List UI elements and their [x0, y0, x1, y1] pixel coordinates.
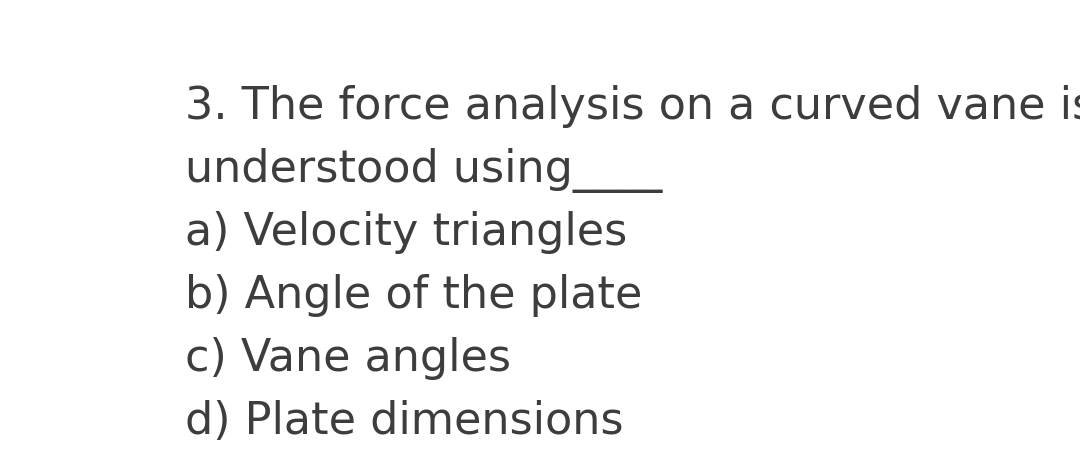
Text: 3. The force analysis on a curved vane is: 3. The force analysis on a curved vane i… [186, 85, 1080, 128]
Text: d) Plate dimensions: d) Plate dimensions [186, 400, 624, 443]
Text: c) Vane angles: c) Vane angles [186, 337, 511, 380]
Text: understood using____: understood using____ [186, 148, 663, 193]
Text: b) Angle of the plate: b) Angle of the plate [186, 274, 643, 317]
Text: a) Velocity triangles: a) Velocity triangles [186, 211, 627, 254]
